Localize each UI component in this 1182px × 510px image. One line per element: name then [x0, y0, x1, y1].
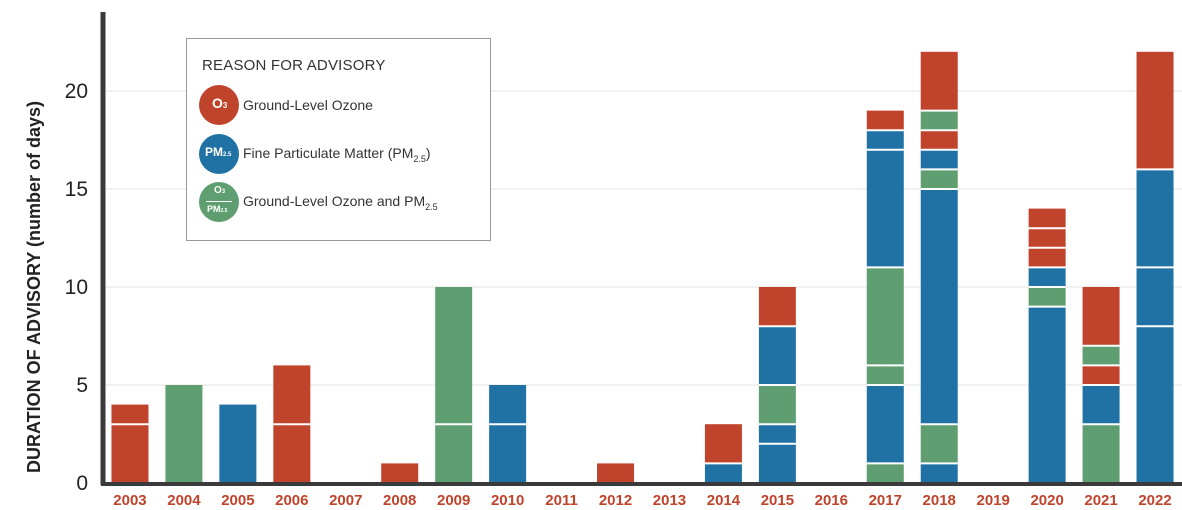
- bar-segment-pm: [1136, 169, 1174, 268]
- bar-segment-both: [866, 365, 904, 385]
- bar-segment-both: [920, 169, 958, 189]
- legend-label-pm-suffix: ): [425, 144, 431, 161]
- legend-label-pm: Fine Particulate Matter (PM: [243, 144, 414, 161]
- bar-segment-both: [1082, 345, 1120, 366]
- x-tick-label: 2008: [383, 492, 416, 509]
- ozone-icon: O3: [199, 85, 239, 125]
- bar-segment-ozone: [111, 404, 149, 425]
- bar-segment-both: [435, 424, 473, 483]
- bar-segment-ozone: [1028, 208, 1066, 229]
- bar-segment-pm: [489, 385, 527, 425]
- y-tick-label: 10: [65, 276, 88, 299]
- x-tick-label: 2014: [707, 492, 741, 509]
- bar-segment-ozone: [920, 51, 958, 111]
- bar-segment-ozone: [866, 110, 904, 131]
- legend-item-pm: PM2.5 Fine Particulate Matter (PM2.5): [199, 134, 431, 174]
- bar-segment-both: [1028, 287, 1066, 307]
- bar-segment-pm: [1028, 267, 1066, 287]
- y-tick-label: 5: [76, 374, 88, 397]
- bar-segment-ozone: [920, 130, 958, 150]
- legend-item-ozone: O3 Ground-Level Ozone: [199, 85, 373, 125]
- legend-title: REASON FOR ADVISORY: [202, 57, 386, 74]
- bar-segment-pm: [758, 326, 796, 385]
- x-tick-label: 2012: [599, 492, 632, 509]
- bar-segment-ozone: [273, 365, 311, 425]
- x-tick-label: 2016: [815, 492, 848, 509]
- bar-segment-pm: [866, 130, 904, 150]
- y-axis-title: DURATION OF ADVISORY (number of days): [24, 101, 44, 473]
- bar-segment-pm: [758, 443, 796, 483]
- bar-segment-pm: [1028, 306, 1066, 483]
- legend-label-both-subscript: 2.5: [425, 201, 438, 212]
- bar-segment-pm: [1082, 385, 1120, 425]
- bar-segment-ozone: [704, 424, 742, 464]
- x-tick-label: 2004: [167, 492, 201, 509]
- x-tick-label: 2022: [1138, 492, 1171, 509]
- bar-segment-ozone: [1028, 247, 1066, 268]
- legend: REASON FOR ADVISORY O3 Ground-Level Ozon…: [186, 38, 491, 241]
- bar-segment-ozone: [1082, 287, 1120, 346]
- bar-segment-pm: [1136, 267, 1174, 327]
- x-tick-label: 2005: [221, 492, 254, 509]
- bar-segment-ozone: [381, 463, 419, 483]
- bar-segment-both: [758, 385, 796, 425]
- x-tick-label: 2011: [545, 492, 578, 509]
- x-tick-label: 2017: [869, 492, 902, 509]
- bar-segment-ozone: [111, 424, 149, 483]
- bar-segment-ozone: [758, 287, 796, 327]
- legend-label-ozone: Ground-Level Ozone: [243, 97, 373, 113]
- x-tick-label: 2009: [437, 492, 470, 509]
- bar-segment-both: [920, 110, 958, 131]
- bar-segment-both: [165, 385, 203, 483]
- bar-segment-both: [866, 267, 904, 366]
- bar-segment-ozone: [1136, 51, 1174, 170]
- y-tick-label: 15: [65, 178, 88, 201]
- bar-segment-ozone: [1082, 365, 1120, 385]
- x-tick-label: 2019: [976, 492, 1009, 509]
- bar-segment-pm: [920, 189, 958, 425]
- x-tick-label: 2021: [1084, 492, 1117, 509]
- bar-segment-pm: [920, 149, 958, 170]
- x-tick-label: 2018: [923, 492, 956, 509]
- particulate-matter-icon: PM2.5: [199, 134, 239, 174]
- legend-item-both: O3 PM2.5 Ground-Level Ozone and PM2.5: [199, 182, 438, 222]
- legend-label-pm-subscript: 2.5: [413, 153, 426, 164]
- bar-segment-pm: [866, 149, 904, 268]
- bar-segment-ozone: [273, 424, 311, 483]
- bar-segment-pm: [758, 424, 796, 444]
- x-tick-label: 2013: [653, 492, 686, 509]
- legend-label-both: Ground-Level Ozone and PM: [243, 192, 426, 209]
- bar-segment-both: [435, 287, 473, 425]
- x-tick-label: 2006: [275, 492, 308, 509]
- bar-segment-pm: [219, 404, 257, 483]
- x-tick-label: 2003: [113, 492, 146, 509]
- x-tick-label: 2007: [329, 492, 362, 509]
- bar-segment-both: [1082, 424, 1120, 483]
- bar-segment-ozone: [597, 463, 635, 483]
- x-tick-label: 2015: [761, 492, 794, 509]
- bar-segment-pm: [920, 463, 958, 483]
- bar-segment-pm: [489, 424, 527, 483]
- bar-segment-ozone: [1028, 228, 1066, 248]
- bar-segment-pm: [1136, 326, 1174, 483]
- bar-segment-pm: [704, 463, 742, 483]
- x-tick-label: 2010: [491, 492, 524, 509]
- x-tick-label: 2020: [1030, 492, 1063, 509]
- bar-segment-both: [866, 463, 904, 483]
- y-tick-label: 0: [76, 472, 88, 495]
- bar-segment-pm: [866, 385, 904, 464]
- ozone-and-pm-icon: O3 PM2.5: [199, 182, 239, 222]
- y-tick-label: 20: [65, 80, 88, 103]
- bar-segment-both: [920, 424, 958, 464]
